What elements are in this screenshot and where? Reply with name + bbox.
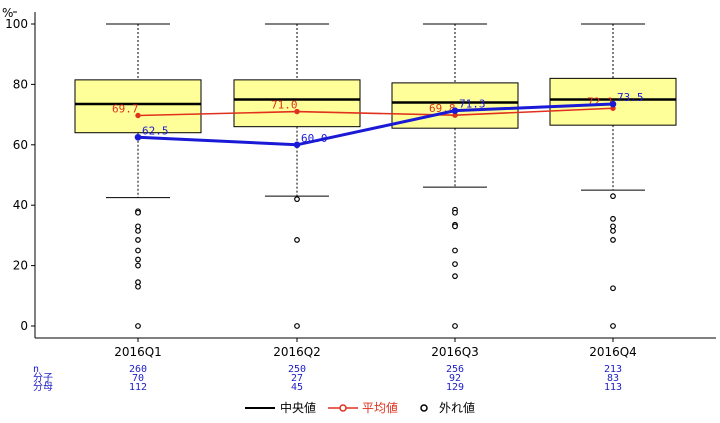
series-line	[137, 102, 614, 147]
outlier-point	[135, 256, 141, 263]
outlier-point	[610, 227, 616, 234]
outlier-point	[135, 262, 141, 269]
series-value-label: 60.0	[301, 132, 328, 145]
highlight-series: 62.5 60.0 71.3 73.5	[134, 91, 644, 149]
y-tick-label: 40	[13, 198, 28, 212]
y-tick-label: 60	[13, 138, 28, 152]
outlier-point	[135, 209, 141, 216]
stats-value: 256	[446, 364, 464, 375]
legend-median-label: 中央値	[280, 400, 316, 415]
x-tick-label: 2016Q2	[273, 345, 321, 359]
outlier-point	[135, 223, 141, 230]
outlier-point	[135, 279, 141, 286]
y-tick-label: 80	[13, 77, 28, 91]
outlier-point	[610, 285, 616, 292]
outlier-point	[294, 323, 300, 329]
stats-value: 260	[129, 364, 147, 375]
x-tick-label: 2016Q3	[431, 345, 479, 359]
series-line	[137, 107, 614, 117]
axes: 0 20 40 60 80 100 2016Q1 2016Q2 2016Q3 2016Q4	[5, 12, 716, 359]
box-2016Q2	[233, 23, 361, 329]
outlier-point	[294, 196, 300, 203]
legend-outlier-marker	[420, 404, 428, 412]
stats-value: 92	[449, 373, 461, 384]
outlier-point	[135, 323, 141, 329]
outlier-point	[610, 237, 616, 243]
box-iqr	[233, 79, 361, 128]
stats-row-label: 分母	[33, 381, 53, 393]
x-tick-label: 2016Q1	[114, 345, 162, 359]
outlier-point	[135, 227, 141, 234]
mean-value-label: 71.0	[271, 99, 298, 112]
x-tick-label: 2016Q4	[589, 345, 637, 359]
boxes	[74, 23, 677, 329]
mean-series: 69.7 71.0 69.872.1	[112, 95, 616, 119]
series-point	[293, 141, 301, 149]
outlier-point	[135, 283, 141, 290]
y-tick-label: 0	[20, 319, 28, 333]
mean-value-label: 69.7	[112, 103, 139, 116]
y-tick-label: 100	[5, 17, 28, 31]
legend: 中央値 平均値 外れ値	[245, 400, 475, 415]
stats-row-label: 分子	[33, 372, 53, 384]
legend-mean-marker	[339, 404, 347, 412]
legend-outlier-label: 外れ値	[439, 400, 475, 415]
series-point	[294, 108, 300, 115]
stats-value: 250	[288, 364, 306, 375]
box-2016Q4	[549, 23, 677, 329]
box-2016Q3	[391, 23, 519, 329]
stats-value: 27	[291, 373, 303, 384]
outlier-point	[610, 223, 616, 230]
series-point	[135, 112, 141, 119]
y-tick-label: 20	[13, 259, 28, 273]
series-point	[451, 107, 459, 114]
outlier-point	[135, 247, 141, 254]
series-value-label: 73.5	[617, 91, 644, 104]
stats-value: 213	[604, 364, 622, 375]
box-2016Q1	[74, 23, 202, 329]
series-point	[609, 100, 617, 108]
series-lines: 69.7 71.0 69.872.162.560.071.373.5	[112, 91, 644, 149]
stats-value: 129	[446, 382, 464, 393]
series-point	[134, 133, 142, 141]
legend-mean-label: 平均値	[362, 400, 398, 415]
box-iqr	[74, 79, 202, 134]
series-value-label: 71.3	[459, 98, 486, 111]
stats-value: 113	[604, 382, 622, 393]
outlier-point	[452, 247, 458, 254]
outlier-point	[452, 273, 458, 280]
series-value-label: 62.5	[142, 124, 169, 137]
stats-value: 112	[129, 382, 147, 393]
stats-row-label: n	[33, 364, 39, 375]
outlier-point	[294, 237, 300, 243]
stats-value: 70	[132, 373, 144, 384]
outlier-point	[610, 193, 616, 200]
outlier-point	[610, 323, 616, 329]
outlier-point	[452, 209, 458, 216]
outlier-point	[452, 261, 458, 267]
outlier-point	[135, 237, 141, 243]
stats-value: 45	[291, 382, 303, 393]
outlier-point	[610, 215, 616, 222]
stats-value: 83	[607, 373, 619, 384]
outlier-point	[452, 223, 458, 230]
outlier-point	[452, 323, 458, 329]
y-unit-label: %	[2, 6, 13, 20]
